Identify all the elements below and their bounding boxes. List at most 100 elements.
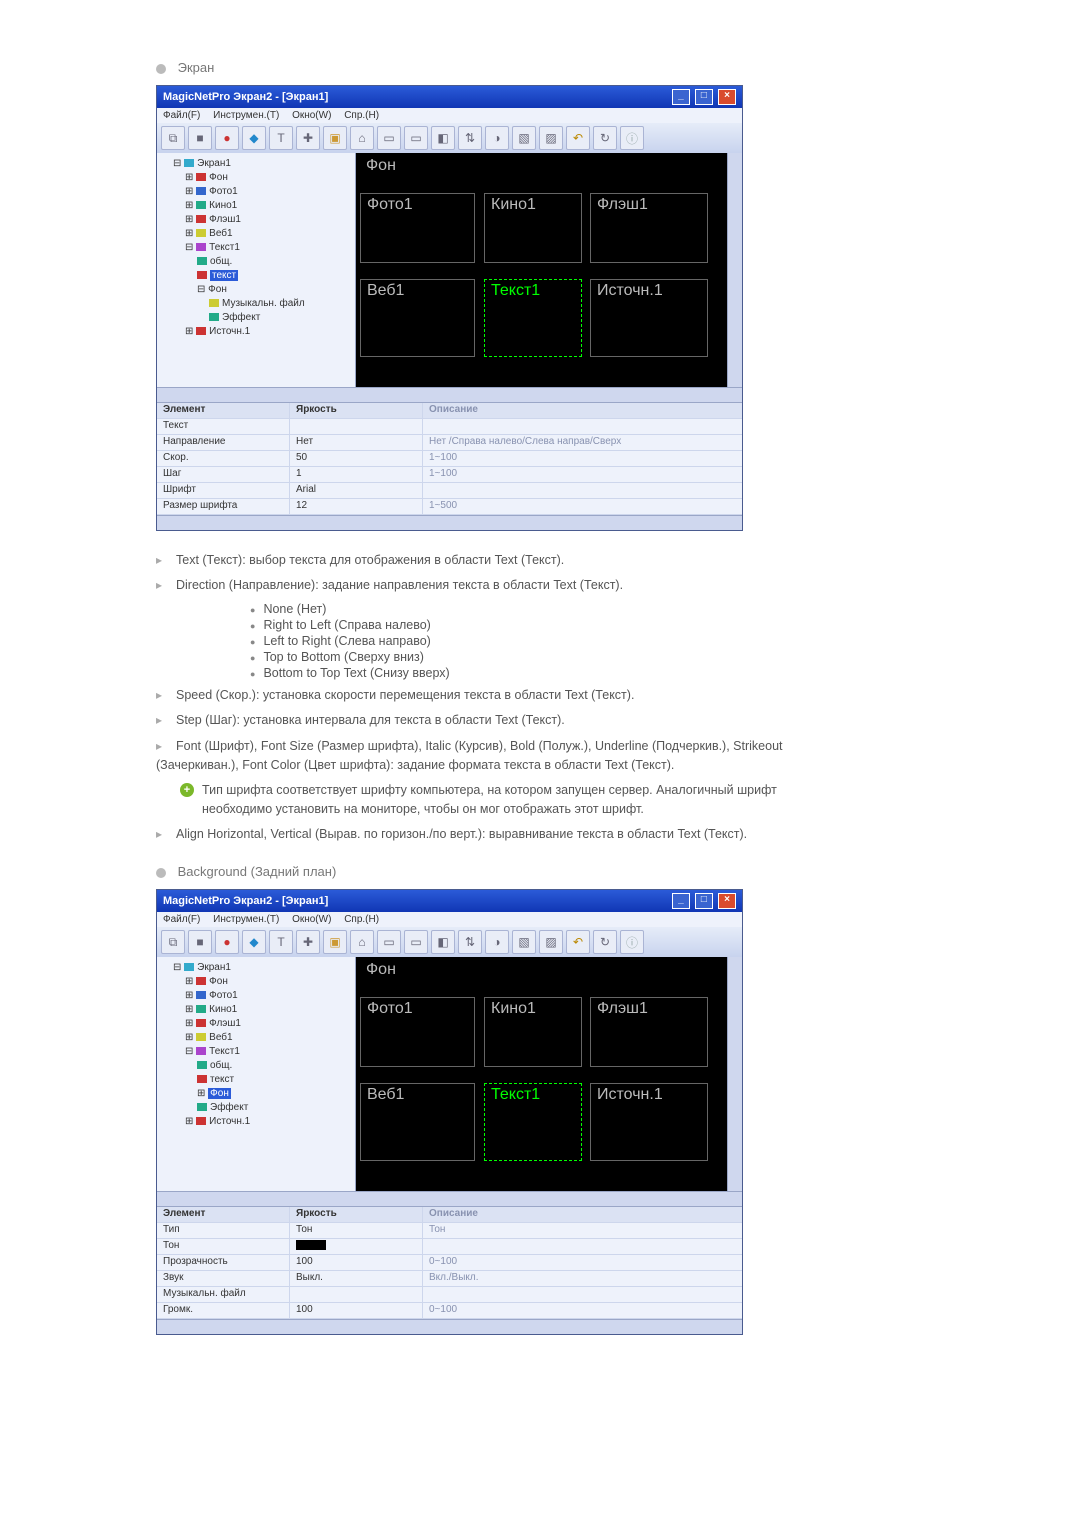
tool-icon[interactable]: ↻ (593, 126, 617, 150)
grid-row[interactable]: НаправлениеНетНет /Справа налево/Слева н… (157, 435, 742, 451)
close-icon[interactable]: × (718, 893, 736, 909)
tree-sub[interactable]: Эффект (209, 311, 351, 325)
minimize-icon[interactable]: _ (672, 893, 690, 909)
region[interactable]: Флэш1 (590, 997, 708, 1067)
titlebar[interactable]: MagicNetPro Экран2 - [Экран1] _ □ × (157, 86, 742, 108)
region-active[interactable]: Текст1 (484, 279, 582, 357)
tool-icon[interactable]: ▧ (512, 930, 536, 954)
canvas-area[interactable]: Фон Фото1 Кино1 Флэш1 Веб1 Текст1 Источн… (356, 153, 727, 387)
tree-item[interactable]: ⊞ Веб1 (185, 227, 351, 241)
horizontal-scrollbar[interactable] (157, 1191, 742, 1206)
menu-window[interactable]: Окно(W) (292, 914, 331, 925)
titlebar[interactable]: MagicNetPro Экран2 - [Экран1] _ □ × (157, 890, 742, 912)
tool-icon[interactable]: ⌂ (350, 930, 374, 954)
region[interactable]: Источн.1 (590, 279, 708, 357)
tree-item[interactable]: ⊞ Источн.1 (185, 325, 351, 339)
tool-icon[interactable]: ◧ (431, 930, 455, 954)
horizontal-scrollbar[interactable] (157, 515, 742, 530)
tree-sub[interactable]: Музыкальн. файл (209, 297, 351, 311)
tree-sub[interactable]: ⊟ Фон Музыкальн. файл Эффект (197, 283, 351, 325)
region-bg[interactable]: Фон (360, 959, 720, 983)
tool-icon[interactable]: ■ (188, 930, 212, 954)
grid-row[interactable]: Громк.1000~100 (157, 1303, 742, 1319)
horizontal-scrollbar[interactable] (157, 387, 742, 402)
tree-item[interactable]: ⊞ Флэш1 (185, 213, 351, 227)
minimize-icon[interactable]: _ (672, 89, 690, 105)
tool-icon[interactable]: ▭ (377, 126, 401, 150)
menu-help[interactable]: Спр.(H) (344, 110, 379, 121)
region-active[interactable]: Текст1 (484, 1083, 582, 1161)
tool-icon[interactable]: ⇅ (458, 930, 482, 954)
region[interactable]: Источн.1 (590, 1083, 708, 1161)
menu-help[interactable]: Спр.(H) (344, 914, 379, 925)
tree-sub[interactable]: общ. (197, 1059, 351, 1073)
grid-row[interactable]: Текст (157, 419, 742, 435)
region[interactable]: Веб1 (360, 279, 475, 357)
tool-icon[interactable]: ▨ (539, 126, 563, 150)
vertical-scrollbar[interactable] (727, 153, 742, 387)
tool-icon[interactable]: ▭ (404, 126, 428, 150)
menu-tools[interactable]: Инструмен.(T) (213, 110, 279, 121)
menu-file[interactable]: Файл(F) (163, 110, 200, 121)
close-icon[interactable]: × (718, 89, 736, 105)
tree-item[interactable]: ⊞ Фото1 (185, 185, 351, 199)
tool-icon[interactable]: ↻ (593, 930, 617, 954)
region[interactable]: Кино1 (484, 997, 582, 1067)
tool-icon[interactable]: ● (215, 930, 239, 954)
tool-icon[interactable]: ⓘ (620, 126, 644, 150)
maximize-icon[interactable]: □ (695, 89, 713, 105)
tool-icon[interactable]: ■ (188, 126, 212, 150)
vertical-scrollbar[interactable] (727, 957, 742, 1191)
tree-item[interactable]: ⊞ Источн.1 (185, 1115, 351, 1129)
tree-root[interactable]: ⊟ Экран1 ⊞ Фон ⊞ Фото1 ⊞ Кино1 ⊞ Флэш1 ⊞… (173, 961, 351, 1129)
maximize-icon[interactable]: □ (695, 893, 713, 909)
tool-icon[interactable]: ▭ (377, 930, 401, 954)
tool-icon[interactable]: ◑ (485, 930, 509, 954)
grid-row[interactable]: ШрифтArial (157, 483, 742, 499)
canvas-area[interactable]: Фон Фото1 Кино1 Флэш1 Веб1 Текст1 Источн… (356, 957, 727, 1191)
tree-sub[interactable]: общ. (197, 255, 351, 269)
tree-item[interactable]: ⊞ Флэш1 (185, 1017, 351, 1031)
region[interactable]: Фото1 (360, 193, 475, 263)
grid-row[interactable]: Скор.501~100 (157, 451, 742, 467)
menu-window[interactable]: Окно(W) (292, 110, 331, 121)
tool-icon[interactable]: ⌂ (350, 126, 374, 150)
grid-row[interactable]: Музыкальн. файл (157, 1287, 742, 1303)
tool-icon[interactable]: ● (215, 126, 239, 150)
horizontal-scrollbar[interactable] (157, 1319, 742, 1334)
tool-icon[interactable]: ✚ (296, 126, 320, 150)
region[interactable]: Фото1 (360, 997, 475, 1067)
tree-item[interactable]: ⊞ Фото1 (185, 989, 351, 1003)
tool-icon[interactable]: ⧉ (161, 126, 185, 150)
tool-icon[interactable]: ⇅ (458, 126, 482, 150)
region[interactable]: Кино1 (484, 193, 582, 263)
tool-icon[interactable]: ▣ (323, 126, 347, 150)
menu-file[interactable]: Файл(F) (163, 914, 200, 925)
tool-icon[interactable]: ▣ (323, 930, 347, 954)
grid-row[interactable]: Размер шрифта121~500 (157, 499, 742, 515)
tree-root[interactable]: ⊟ Экран1 ⊞ Фон ⊞ Фото1 ⊞ Кино1 ⊞ Флэш1 ⊞… (173, 157, 351, 339)
tree-sub[interactable]: текст (197, 1073, 351, 1087)
tree-sub[interactable]: Эффект (197, 1101, 351, 1115)
tool-icon[interactable]: ✚ (296, 930, 320, 954)
tree-item[interactable]: ⊟ Текст1 общ. текст ⊞ Фон Эффект (185, 1045, 351, 1115)
tool-icon[interactable]: ↶ (566, 930, 590, 954)
grid-row[interactable]: Тон (157, 1239, 742, 1255)
tree-sub[interactable]: текст (197, 269, 351, 283)
tool-icon[interactable]: ◆ (242, 126, 266, 150)
grid-row[interactable]: Шаг11~100 (157, 467, 742, 483)
tree-item[interactable]: ⊟ Текст1 общ. текст ⊟ Фон Музыкальн. фай… (185, 241, 351, 325)
tool-icon[interactable]: ◆ (242, 930, 266, 954)
tree-item[interactable]: ⊞ Фон (185, 171, 351, 185)
color-swatch[interactable] (296, 1240, 326, 1250)
tree-sub[interactable]: ⊞ Фон (197, 1087, 351, 1101)
tree-item[interactable]: ⊞ Фон (185, 975, 351, 989)
grid-row[interactable]: Прозрачность1000~100 (157, 1255, 742, 1271)
region-bg[interactable]: Фон (360, 155, 720, 179)
menu-tools[interactable]: Инструмен.(T) (213, 914, 279, 925)
tool-icon[interactable]: ⧉ (161, 930, 185, 954)
region[interactable]: Флэш1 (590, 193, 708, 263)
tool-icon[interactable]: ▭ (404, 930, 428, 954)
tool-icon[interactable]: ↶ (566, 126, 590, 150)
tool-icon[interactable]: T (269, 126, 293, 150)
